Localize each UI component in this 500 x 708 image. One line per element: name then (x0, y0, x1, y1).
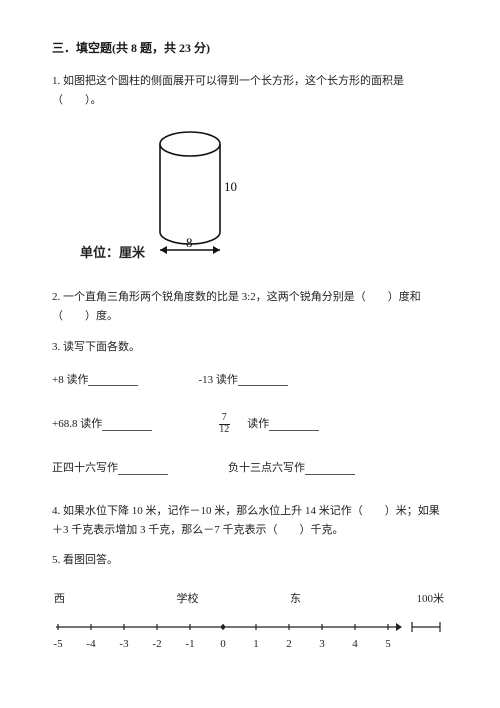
svg-text:4: 4 (352, 638, 358, 650)
blank (305, 462, 355, 475)
q3-r1b: -13 读作 (198, 371, 237, 390)
blank (269, 418, 319, 431)
label-scale: 100米 (417, 590, 445, 609)
blank (238, 373, 288, 386)
svg-text:-4: -4 (86, 638, 96, 650)
q3-text: 3. 读写下面各数。 (52, 338, 448, 357)
svg-text:-2: -2 (152, 638, 161, 650)
svg-text:-1: -1 (185, 638, 194, 650)
svg-text:3: 3 (319, 638, 325, 650)
svg-text:5: 5 (385, 638, 391, 650)
q3-r3b: 负十三点六写作 (228, 459, 305, 478)
q1-text: 1. 如图把这个圆柱的侧面展开可以得到一个长方形，这个长方形的面积是（ ）。 (52, 72, 448, 109)
frac-num: 7 (219, 413, 230, 425)
blank (88, 373, 138, 386)
question-1: 1. 如图把这个圆柱的侧面展开可以得到一个长方形，这个长方形的面积是（ ）。 单… (52, 72, 448, 264)
blank (102, 418, 152, 431)
label-west: 西 (54, 590, 65, 609)
svg-text:2: 2 (286, 638, 292, 650)
q3-r1a: +8 读作 (52, 371, 88, 390)
q2-text: 2. 一个直角三角形两个锐角度数的比是 3:2，这两个锐角分别是（ ）度和（ ）… (52, 288, 448, 325)
q3-r2a: +68.8 读作 (52, 415, 102, 434)
cylinder-figure: 单位：厘米 10 8 (80, 128, 448, 265)
q3-row-1: +8 读作 -13 读作 (52, 371, 448, 390)
cylinder-svg: 10 8 (142, 128, 272, 258)
q4-text: 4. 如果水位下降 10 米，记作－10 米，那么水位上升 14 米记作（ ）米… (52, 502, 448, 539)
question-5: 5. 看图回答。 西 学校 东 100米 -5 -4 -3 -2 -1 0 1 2 3 4 5 (52, 551, 448, 663)
label-school: 学校 (177, 590, 199, 609)
question-2: 2. 一个直角三角形两个锐角度数的比是 3:2，这两个锐角分别是（ ）度和（ ）… (52, 288, 448, 325)
q3-r2b-suffix: 读作 (236, 415, 269, 434)
fraction-7-12: 7 12 (216, 413, 232, 435)
blank (118, 462, 168, 475)
svg-text:8: 8 (186, 235, 193, 250)
q3-r3a: 正四十六写作 (52, 459, 118, 478)
section-title: 三．填空题(共 8 题，共 23 分) (52, 38, 448, 58)
label-east: 东 (290, 590, 301, 609)
q5-text: 5. 看图回答。 (52, 551, 448, 570)
svg-text:-3: -3 (119, 638, 129, 650)
number-line-figure: 西 学校 东 100米 -5 -4 -3 -2 -1 0 1 2 3 4 5 (52, 590, 448, 663)
frac-den: 12 (216, 425, 232, 436)
question-4: 4. 如果水位下降 10 米，记作－10 米，那么水位上升 14 米记作（ ）米… (52, 502, 448, 539)
number-line-svg: -5 -4 -3 -2 -1 0 1 2 3 4 5 (52, 613, 448, 657)
svg-text:10: 10 (224, 179, 237, 194)
q3-row-2: +68.8 读作 7 12 读作 (52, 413, 448, 435)
unit-label: 单位：厘米 (80, 242, 145, 264)
svg-text:1: 1 (253, 638, 259, 650)
svg-text:0: 0 (220, 638, 226, 650)
q3-row-3: 正四十六写作 负十三点六写作 (52, 459, 448, 478)
question-3: 3. 读写下面各数。 +8 读作 -13 读作 +68.8 读作 7 12 读作… (52, 338, 448, 478)
svg-text:-5: -5 (53, 638, 63, 650)
